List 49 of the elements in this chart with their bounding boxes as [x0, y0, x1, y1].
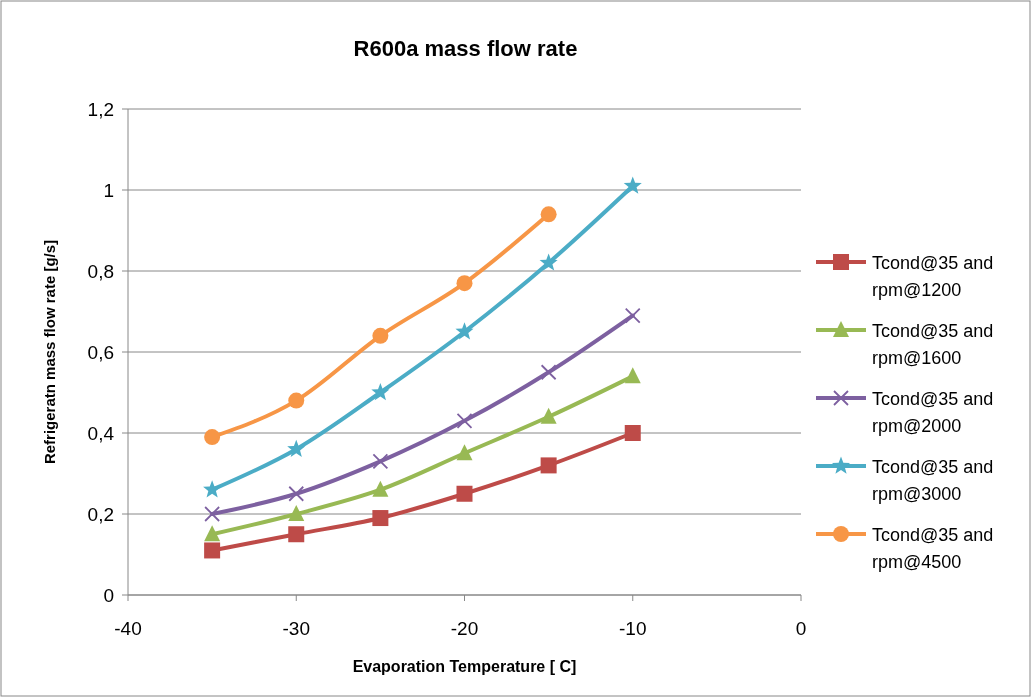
point — [204, 542, 221, 559]
point — [288, 526, 305, 543]
point — [372, 453, 389, 470]
point — [540, 364, 557, 381]
x-tick-label: -30 — [282, 618, 310, 639]
point — [624, 425, 641, 441]
point — [203, 480, 222, 498]
point — [288, 392, 305, 409]
y-tick-label: 0,2 — [87, 504, 114, 525]
point — [456, 485, 473, 502]
point — [539, 253, 558, 271]
point — [455, 322, 474, 340]
x-tick-label: -20 — [450, 618, 479, 639]
point — [204, 525, 221, 542]
point — [540, 407, 557, 424]
y-tick-label: 1,2 — [87, 99, 114, 120]
legend-label: Tcond@35 and rpm@4500 — [872, 525, 994, 572]
chart-title: R600a mass flow rate — [353, 36, 578, 61]
legend-label: Tcond@35 and rpm@3000 — [872, 457, 994, 504]
point — [624, 367, 641, 384]
point — [623, 176, 642, 194]
point — [204, 506, 221, 522]
y-tick-label: 1 — [103, 180, 114, 201]
point — [288, 485, 305, 502]
point — [372, 480, 389, 497]
point — [456, 444, 473, 461]
y-tick-label: 0,6 — [87, 342, 114, 363]
y-tick-label: 0,4 — [87, 423, 115, 444]
legend-label: Tcond@35 and rpm@1200 — [872, 253, 994, 300]
x-tick-label: -10 — [619, 618, 647, 639]
legend-label: Tcond@35 and rpm@1600 — [872, 321, 994, 368]
y-tick-label: 0,8 — [87, 261, 114, 282]
point — [288, 505, 305, 521]
point — [540, 206, 557, 223]
y-axis-title: Refrigeratn mass flow rate [g/s] — [41, 239, 58, 465]
point — [456, 275, 473, 292]
x-axis-title: Evaporation Temperature [ C] — [352, 658, 577, 675]
y-tick-label: 0 — [103, 585, 114, 606]
point — [624, 307, 641, 324]
point — [540, 457, 557, 474]
x-tick-label: -40 — [114, 618, 142, 639]
point — [456, 412, 473, 429]
point — [371, 383, 390, 401]
point — [372, 510, 389, 527]
point — [204, 429, 221, 446]
legend-label: Tcond@35 and rpm@2000 — [872, 389, 994, 436]
point — [287, 439, 306, 457]
x-tick-label: 0 — [795, 618, 807, 639]
point — [372, 327, 389, 344]
